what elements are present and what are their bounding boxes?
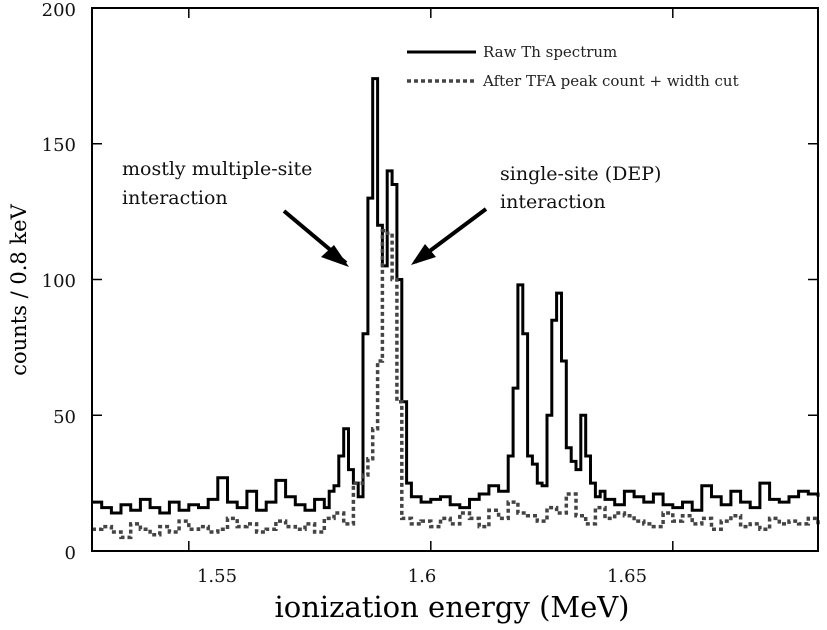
x-tick-label: 1.6 [408, 566, 437, 587]
arrowhead-multi-site [321, 245, 349, 267]
x-tick-label: 1.55 [197, 566, 237, 587]
arrowhead-single-site [411, 244, 436, 265]
y-axis-title: counts / 0.8 keV [7, 203, 31, 375]
ticks [92, 7, 818, 552]
y-tick-label: 50 [53, 407, 76, 428]
series-tfa-line [92, 228, 820, 540]
y-tick-label: 0 [65, 543, 76, 564]
annotation-multi-site-line1: mostly multiple-site [122, 158, 312, 180]
plot-frame [91, 7, 819, 552]
y-tick-label: 200 [42, 0, 76, 21]
annotation-single-site: single-site (DEP) interaction [411, 163, 661, 265]
annotation-single-site-line2: interaction [500, 191, 606, 213]
x-tick-labels: 1.55 1.6 1.65 [197, 566, 647, 587]
legend-label-raw: Raw Th spectrum [483, 43, 617, 61]
x-tick-label: 1.65 [607, 566, 647, 587]
y-tick-label: 100 [42, 271, 76, 292]
legend: Raw Th spectrum After TFA peak count + w… [407, 43, 739, 90]
y-tick-labels: 0 50 100 150 200 [42, 0, 76, 564]
annotation-multi-site-line2: interaction [122, 187, 228, 209]
y-tick-label: 150 [42, 135, 76, 156]
series-group [92, 77, 820, 540]
series-raw-line [92, 77, 820, 515]
legend-label-tfa: After TFA peak count + width cut [482, 72, 739, 90]
x-axis-title: ionization energy (MeV) [275, 590, 630, 624]
annotation-single-site-line1: single-site (DEP) [500, 163, 661, 185]
annotation-multi-site: mostly multiple-site interaction [122, 158, 349, 267]
